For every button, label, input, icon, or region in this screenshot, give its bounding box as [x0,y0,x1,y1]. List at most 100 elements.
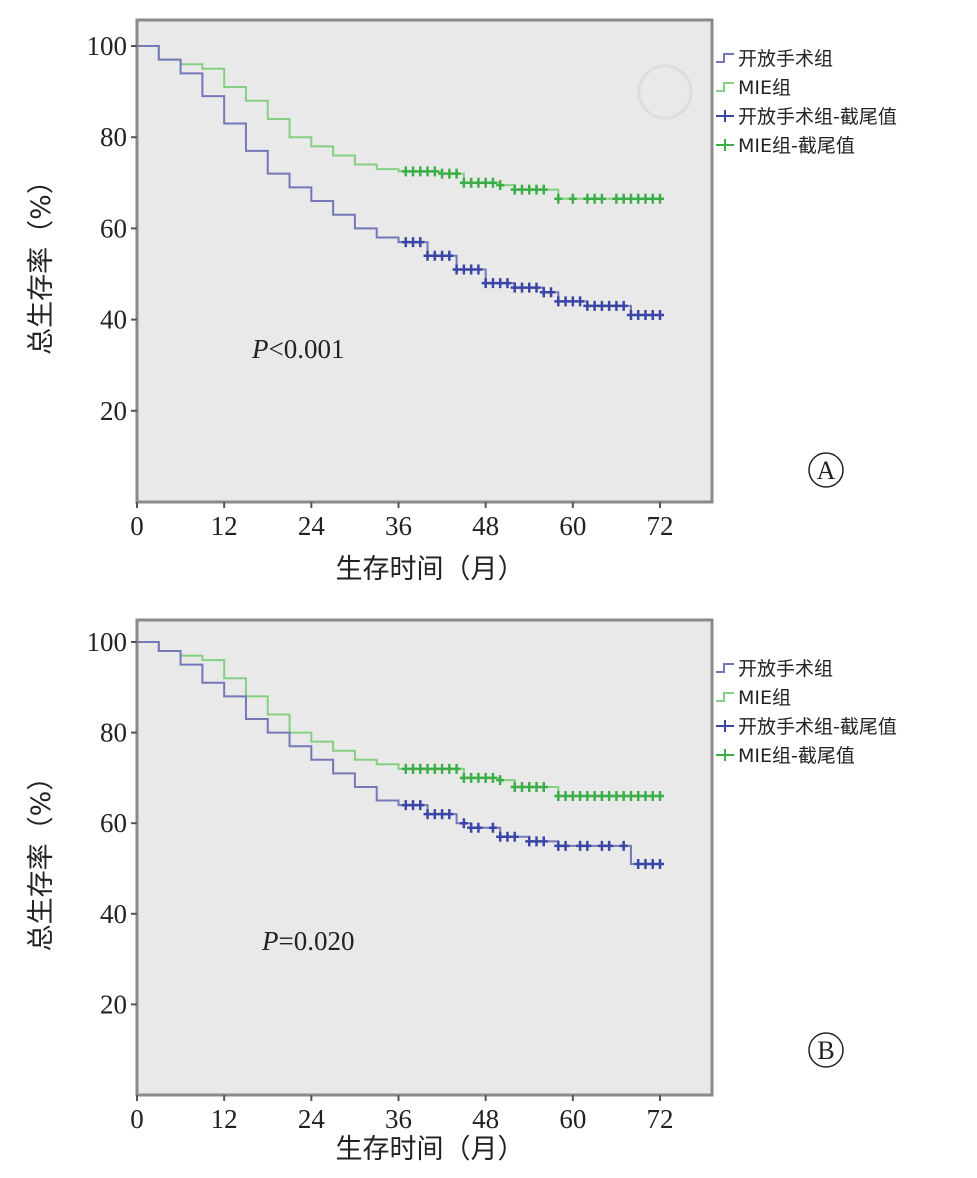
censor-mark-mie [612,193,621,204]
censor-mark-mie [481,772,490,783]
legend-label: MIE组 [738,687,791,709]
censor-mark-open [467,264,476,275]
censor-mark-mie [496,180,505,191]
y-tick-label: 100 [87,31,128,61]
censor-mark-open [503,831,512,842]
censor-mark-open [510,282,519,293]
censor-mark-open [583,300,592,311]
censor-mark-mie [409,763,418,774]
p-symbol: P [251,334,269,364]
censor-mark-open [459,818,468,829]
censor-mark-open [656,858,664,869]
censor-mark-open [525,836,534,847]
censor-mark-open [488,822,497,833]
censor-mark-mie [517,781,526,792]
censor-mark-open [474,264,483,275]
censor-mark-open [554,840,563,851]
censor-mark-open [409,237,418,248]
y-tick-label: 80 [100,718,127,748]
censor-mark-open [554,296,563,307]
panel-B: 20 40 60 80 100 0 12 24 36 48 60 72 生存时间（月） 总生存率（%） 开放… [26,618,897,1165]
censor-mark-open [583,840,592,851]
panel-label-circle [808,452,844,488]
censor-mark-mie [416,166,425,177]
x-tick-label: 0 [130,1104,144,1134]
plot-area [135,18,714,504]
censor-mark-open [561,840,570,851]
censor-mark-open [438,250,447,261]
censor-mark-mie [430,166,439,177]
censor-mark-open [576,296,585,307]
censor-mark-mie [459,772,468,783]
censor-mark-open [605,840,614,851]
censor-mark-open [467,822,476,833]
censor-mark-mie [445,763,454,774]
censor-mark-open [481,278,490,289]
censor-mark-mie [590,791,599,802]
censor-mark-mie [445,168,454,179]
x-tick-label: 24 [298,511,326,541]
censor-mark-open [619,840,628,851]
censor-mark-open [590,300,599,311]
censor-mark-mie [590,193,599,204]
censor-mark-mie [532,781,541,792]
censor-mark-open [430,250,439,261]
censor-mark-mie [416,763,425,774]
censor-mark-mie [634,193,643,204]
x-tick-label: 24 [298,1104,326,1134]
legend-line-swatch [716,663,734,673]
censor-mark-mie [438,168,447,179]
x-tick-label: 48 [472,1104,499,1134]
censor-mark-open [539,287,548,298]
legend-censor-swatch [716,139,734,151]
panel-label: B [817,1036,834,1065]
legend-line-swatch [716,82,734,92]
plot-area [135,618,714,1097]
censor-mark-open [641,310,650,321]
legend-line-swatch [716,53,734,63]
censor-mark-mie [539,184,548,195]
legend-item: MIE组-截尾值 [716,745,855,767]
censor-mark-open [416,800,425,811]
y-tick-label: 40 [100,305,127,335]
legend-censor-swatch [716,110,734,122]
censor-mark-open [416,237,425,248]
censor-mark-open [445,250,454,261]
censor-mark-mie [597,193,606,204]
legend-line-swatch [716,692,734,702]
censor-mark-mie [459,177,468,188]
censor-mark-open [452,264,461,275]
censor-mark-mie [525,184,534,195]
censor-mark-open [656,310,664,321]
censor-mark-open [576,840,585,851]
censor-mark-mie [648,193,657,204]
censor-mark-mie [648,791,657,802]
censor-mark-open [641,858,650,869]
censor-mark-open [619,300,628,311]
censor-mark-open [605,300,614,311]
censor-mark-mie [583,193,592,204]
p-value-annotation: P<0.001 [251,334,344,364]
censor-mark-mie [496,775,505,786]
legend-label: 开放手术组 [738,658,833,680]
censor-mark-mie [554,791,563,802]
x-tick-label: 72 [647,511,674,541]
legend-label: 开放手术组 [738,48,833,70]
censor-mark-open [474,822,483,833]
survival-curve-open [137,45,660,317]
censor-mark-mie [597,791,606,802]
x-tick-label: 12 [211,511,238,541]
y-tick-label: 60 [100,213,127,243]
censor-mark-open [445,809,454,820]
legend-label: 开放手术组-截尾值 [738,716,897,738]
censor-mark-open [496,278,505,289]
censor-mark-mie [612,791,621,802]
legend-label: MIE组-截尾值 [738,745,855,767]
censor-mark-open [423,250,432,261]
censor-mark-mie [641,193,650,204]
censor-mark-mie [488,772,497,783]
censor-mark-open [634,310,643,321]
p-symbol: P [261,926,279,956]
censor-mark-open [568,296,577,307]
legend-label: MIE组-截尾值 [738,135,855,157]
